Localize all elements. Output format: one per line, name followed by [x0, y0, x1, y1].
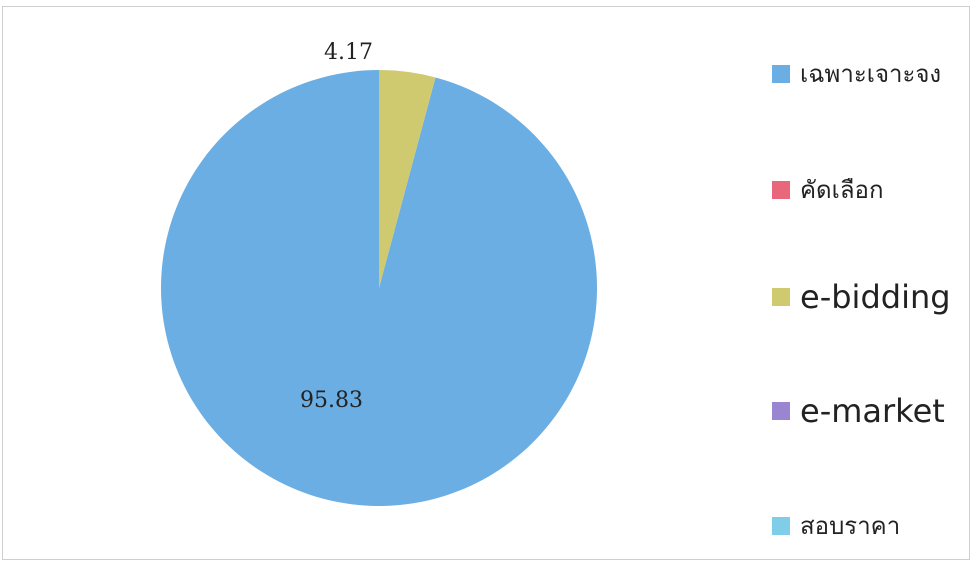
legend-label: สอบราคา	[800, 512, 901, 540]
pie-slice-เฉพาะเจาะจง	[160, 70, 597, 506]
legend-swatch	[772, 288, 790, 306]
legend-swatch	[772, 180, 790, 199]
legend-label: คัดเลือก	[800, 176, 884, 204]
legend-item-e-market: e-market	[772, 392, 945, 430]
legend-label: e-market	[800, 392, 945, 430]
legend-swatch	[772, 402, 790, 420]
legend-item-คัดเลือก: คัดเลือก	[772, 170, 884, 209]
legend-swatch	[772, 64, 790, 83]
legend-swatch	[772, 516, 790, 535]
data-label-e-bidding: 4.17	[324, 40, 373, 65]
legend-label: e-bidding	[800, 278, 951, 316]
legend-label: เฉพาะเจาะจง	[800, 60, 942, 88]
legend-item-เฉพาะเจาะจง: เฉพาะเจาะจง	[772, 54, 941, 93]
legend-item-e-bidding: e-bidding	[772, 278, 951, 316]
legend-item-สอบราคา: สอบราคา	[772, 506, 900, 545]
pie-slice-e-bidding	[379, 70, 436, 288]
data-label-เฉพาะเจาะจง: 95.83	[300, 388, 363, 413]
